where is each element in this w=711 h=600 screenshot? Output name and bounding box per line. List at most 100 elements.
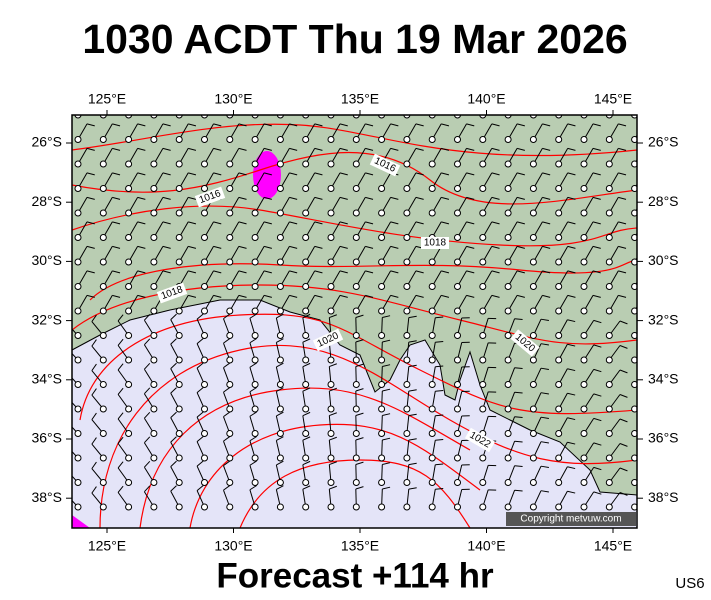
barb-station [378, 258, 386, 266]
barb-flag [540, 392, 549, 395]
barb-flag [339, 172, 348, 176]
barb-station [529, 307, 537, 315]
barb-flag [646, 469, 653, 472]
barb-staff [331, 115, 332, 116]
barb-station [175, 356, 183, 364]
barb-flag [162, 147, 171, 151]
barb-station [99, 283, 107, 290]
barb-flag [188, 196, 197, 200]
barb-flag [170, 362, 177, 369]
barb-flag [196, 338, 204, 344]
barb-station [605, 209, 613, 217]
barb-station [150, 381, 158, 388]
barb-station [454, 209, 461, 217]
barb-flag [138, 99, 146, 101]
barb-station [302, 258, 310, 266]
barb-flag [382, 462, 391, 466]
barb-flag [249, 460, 257, 466]
barb-flag [415, 196, 424, 200]
axis-labels: 125°E 125°E 130°E 130°E 135°E 135°E 140°E 140°E… [31, 91, 678, 554]
barb-flag [238, 245, 247, 249]
barb-station [150, 136, 158, 143]
barb-flag [276, 362, 284, 368]
barb-flag [540, 490, 549, 493]
barb-station [201, 258, 208, 266]
barb-flag [162, 172, 171, 176]
barb-flag [196, 460, 204, 467]
barb-flag [466, 245, 475, 249]
barb-flag [415, 221, 424, 225]
barb-flag [91, 412, 97, 420]
barb-station [201, 332, 208, 339]
barb-flag [390, 294, 399, 298]
barb-station [74, 283, 82, 290]
barb-staff [558, 115, 560, 116]
barb-flag [137, 245, 146, 249]
barb-flag [391, 99, 399, 101]
barb-station [378, 430, 386, 437]
barb-flag [314, 147, 323, 151]
barb-flag [238, 123, 247, 127]
barb-station [529, 332, 537, 339]
barb-station [125, 479, 133, 486]
barb-flag [238, 147, 247, 151]
map-frame [71, 114, 638, 529]
barb-station [504, 332, 512, 339]
barb-flag [365, 294, 374, 298]
lat-label: 26°S [31, 134, 62, 150]
barb-station [150, 479, 158, 486]
barb-flag [276, 338, 284, 343]
barb-flag [329, 461, 337, 466]
barb-flag [223, 362, 231, 369]
model-code: US6 [675, 575, 704, 592]
barb-flag [289, 294, 298, 298]
barb-station [631, 356, 637, 364]
barb-station [403, 479, 411, 486]
barb-station [352, 136, 360, 143]
barb-flag [144, 362, 151, 370]
barb-flag [66, 487, 70, 494]
barb-flag [329, 314, 337, 319]
barb-staff [406, 115, 408, 116]
barb-station [150, 332, 158, 339]
barb-station [99, 136, 107, 143]
barb-flag [593, 344, 602, 348]
barb-flag [329, 436, 337, 441]
barb-station [226, 160, 234, 168]
lon-label: 145°E [594, 538, 632, 554]
barb-flag [117, 338, 124, 346]
barb-station [428, 503, 436, 511]
barb-flag [365, 221, 374, 225]
barb-station [150, 503, 158, 511]
barb-flag [390, 196, 399, 200]
barb-station [605, 307, 613, 315]
barb-station [428, 209, 436, 217]
barb-station [251, 405, 259, 413]
barb-station [99, 234, 107, 241]
barb-station [150, 454, 158, 462]
barb-flag [188, 123, 197, 127]
barb-flag [365, 147, 374, 151]
barb-flag [567, 196, 576, 200]
barb-station [504, 479, 512, 486]
barb-station [327, 430, 335, 437]
barb-station [555, 430, 563, 437]
barb-flag [619, 418, 628, 423]
barb-station [631, 405, 637, 413]
lon-label: 135°E [341, 538, 379, 554]
barb-station [428, 356, 436, 364]
barb-flag [289, 245, 298, 249]
map-area [66, 99, 653, 528]
barb-station [352, 479, 360, 486]
barb-flag [314, 172, 323, 176]
barb-flag [540, 343, 549, 346]
barb-station [403, 209, 411, 217]
barb-station [251, 234, 259, 241]
barb-flag [91, 437, 97, 445]
barb-flag [112, 270, 121, 274]
barb-station [504, 405, 512, 413]
lat-label: 30°S [31, 252, 62, 268]
barb-flag [223, 485, 231, 491]
barb-flag [112, 172, 121, 176]
land [72, 115, 637, 496]
